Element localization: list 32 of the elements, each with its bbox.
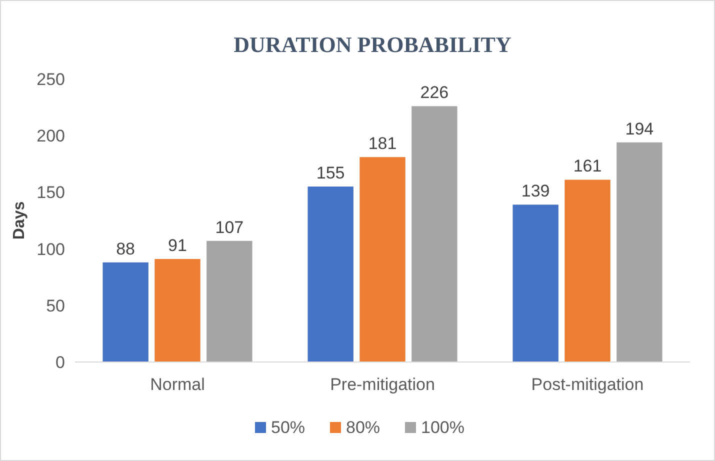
bar [206,240,252,362]
bar [564,180,610,362]
x-tick-label: Pre-mitigation [330,375,435,394]
data-label: 161 [573,156,602,176]
data-label: 194 [625,119,654,138]
y-tick-label: 200 [36,126,65,146]
x-tick-label: Post-mitigation [531,375,644,394]
y-tick-label: 50 [46,296,65,316]
bar [102,262,148,362]
legend-label: 80% [346,418,380,437]
data-label: 139 [521,182,550,201]
data-label: 226 [420,83,449,102]
y-tick-label: 250 [36,70,65,89]
legend-label: 100% [421,418,464,437]
bar [154,258,200,362]
data-label: 88 [116,239,136,258]
data-label: 155 [316,164,345,183]
y-tick-label: 150 [36,183,65,202]
bar [512,204,558,362]
bar [412,106,458,362]
bar [360,157,406,362]
legend-label: 50% [271,418,306,437]
data-label: 107 [215,218,244,237]
y-tick-label: 100 [36,240,65,259]
y-axis-title: Days [11,201,28,240]
bar [308,186,354,362]
data-label: 181 [368,134,397,154]
chart-title: DURATION PROBABILITY [234,32,512,57]
bar [616,142,662,362]
y-tick-label: 0 [56,353,65,372]
x-tick-label: Normal [150,375,205,394]
data-label: 91 [168,236,187,255]
